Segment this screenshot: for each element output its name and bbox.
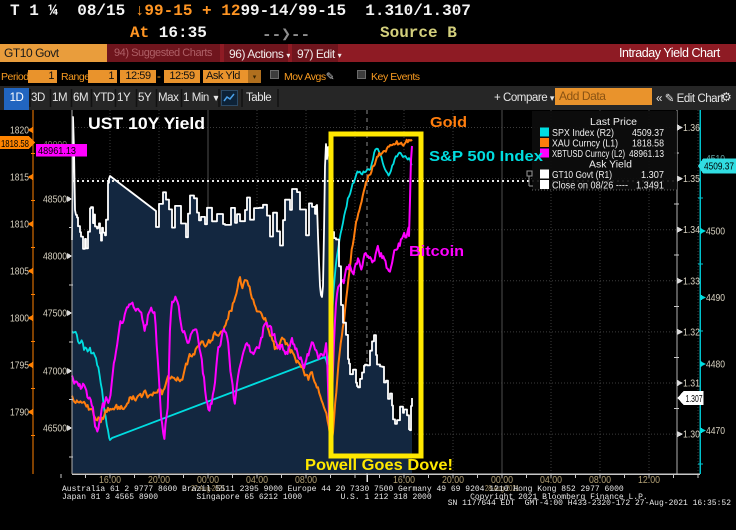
svg-text:Ask Yield: Ask Yield: [589, 159, 632, 171]
svg-text:20:00: 20:00: [442, 474, 464, 486]
svg-text:28-Aug-2021: 28-Aug-2021: [485, 484, 519, 493]
svg-text:Bitcoin: Bitcoin: [409, 243, 464, 260]
svg-text:1.33: 1.33: [683, 275, 700, 287]
svg-text:Last Price: Last Price: [590, 116, 637, 128]
svg-text:48500: 48500: [43, 194, 67, 206]
svg-text:16:00: 16:00: [99, 474, 121, 486]
svg-text:1.34: 1.34: [683, 224, 700, 236]
svg-text:1.307: 1.307: [641, 169, 664, 181]
svg-text:4470: 4470: [706, 425, 725, 437]
svg-text:4509.37: 4509.37: [704, 161, 734, 173]
svg-text:1.35: 1.35: [683, 173, 700, 185]
svg-text:1.32: 1.32: [683, 326, 700, 338]
svg-text:XBTUSD Curncy (L2): XBTUSD Curncy (L2): [552, 148, 625, 160]
svg-text:1800: 1800: [10, 313, 29, 325]
svg-text:1.31: 1.31: [683, 378, 700, 390]
svg-text:SPX Index (R2): SPX Index (R2): [552, 127, 614, 139]
svg-text:S&P 500 Index: S&P 500 Index: [429, 148, 544, 165]
svg-text:48961.13: 48961.13: [629, 148, 664, 160]
svg-text:1.36: 1.36: [683, 122, 700, 134]
svg-text:Gold: Gold: [430, 114, 467, 131]
svg-text:XAU Curncy (L1): XAU Curncy (L1): [552, 138, 618, 150]
svg-text:12:00: 12:00: [638, 474, 660, 486]
svg-text:4500: 4500: [706, 226, 725, 238]
svg-text:48000: 48000: [43, 251, 67, 263]
svg-text:1818.58: 1818.58: [632, 138, 664, 150]
svg-text:Close on 08/26 ----: Close on 08/26 ----: [552, 180, 628, 192]
svg-text:UST 10Y Yield: UST 10Y Yield: [88, 115, 205, 133]
svg-text:GT10 Govt (R1): GT10 Govt (R1): [552, 169, 612, 181]
svg-text:4509.37: 4509.37: [632, 127, 664, 139]
svg-text:08:00: 08:00: [295, 474, 317, 486]
svg-text:47500: 47500: [43, 308, 67, 320]
svg-text:46500: 46500: [43, 423, 67, 435]
svg-text:4480: 4480: [706, 359, 725, 371]
svg-text:04:00: 04:00: [540, 474, 562, 486]
svg-text:04:00: 04:00: [246, 474, 268, 486]
svg-text:00:00: 00:00: [197, 474, 219, 486]
svg-text:48961.13: 48961.13: [38, 145, 76, 157]
svg-text:1795: 1795: [10, 360, 29, 372]
svg-text:27-Aug-2021: 27-Aug-2021: [191, 484, 225, 493]
svg-text:1818.58: 1818.58: [1, 138, 29, 150]
svg-text:16:00: 16:00: [393, 474, 415, 486]
svg-text:08:00: 08:00: [589, 474, 611, 486]
svg-text:47000: 47000: [43, 366, 67, 378]
svg-text:00:00: 00:00: [491, 474, 513, 486]
svg-text:1805: 1805: [10, 266, 29, 278]
svg-text:4490: 4490: [706, 292, 725, 304]
svg-text:Powell Goes Dove!: Powell Goes Dove!: [305, 457, 453, 474]
svg-text:1.30: 1.30: [683, 429, 700, 441]
svg-text:1790: 1790: [10, 407, 29, 419]
svg-text:1.307: 1.307: [686, 394, 703, 405]
svg-text:1815: 1815: [10, 172, 29, 184]
svg-text:20:00: 20:00: [148, 474, 170, 486]
svg-text:1810: 1810: [10, 219, 29, 231]
svg-text:1.3491: 1.3491: [636, 180, 664, 192]
svg-text:1820: 1820: [10, 125, 29, 137]
